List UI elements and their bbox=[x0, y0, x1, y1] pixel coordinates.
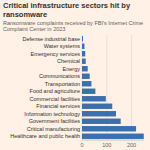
category-label: Transportation bbox=[45, 80, 80, 86]
category-label: Energy bbox=[63, 65, 81, 71]
category-label: Emergency services bbox=[30, 50, 80, 56]
tick-label: 100 bbox=[102, 142, 111, 148]
bar bbox=[82, 66, 88, 71]
bar bbox=[82, 73, 90, 78]
category-label: Chemical bbox=[57, 58, 80, 64]
bar bbox=[82, 81, 91, 86]
category-label: Food and agriculture bbox=[30, 88, 80, 94]
category-label: Government facilities bbox=[29, 118, 81, 124]
category-label: Critical manufacturing bbox=[27, 125, 80, 131]
bar bbox=[82, 103, 112, 108]
grid-line bbox=[82, 35, 83, 140]
category-label: Water systems bbox=[44, 43, 80, 49]
bar bbox=[82, 43, 84, 48]
subtitle: Ransomware complaints received by FBI's … bbox=[3, 20, 147, 33]
tick-label: 200 bbox=[127, 142, 136, 148]
bar bbox=[82, 36, 83, 41]
x-axis bbox=[82, 139, 144, 140]
category-label: Defense industrial base bbox=[23, 35, 80, 41]
bar bbox=[82, 126, 136, 131]
title: Critical infrastructure sectors hit by r… bbox=[3, 2, 147, 19]
plot: 0 100 200 Defense industrial base Water syst… bbox=[0, 33, 150, 149]
grid-line bbox=[131, 35, 132, 140]
bar bbox=[82, 133, 144, 138]
bar bbox=[82, 96, 106, 101]
tick-label: 0 bbox=[80, 142, 83, 148]
bar bbox=[82, 58, 86, 63]
bar bbox=[82, 118, 121, 123]
category-label: Communications bbox=[39, 73, 80, 79]
bar bbox=[82, 51, 85, 56]
category-label: Information technology bbox=[24, 110, 80, 116]
bar bbox=[82, 88, 95, 93]
category-label: Commercial facilities bbox=[30, 95, 81, 101]
category-label: Financial services bbox=[36, 103, 80, 109]
bars bbox=[82, 36, 144, 139]
grid-line bbox=[106, 35, 107, 140]
category-label: Healthcare and public health bbox=[10, 133, 80, 139]
bar bbox=[82, 111, 116, 116]
